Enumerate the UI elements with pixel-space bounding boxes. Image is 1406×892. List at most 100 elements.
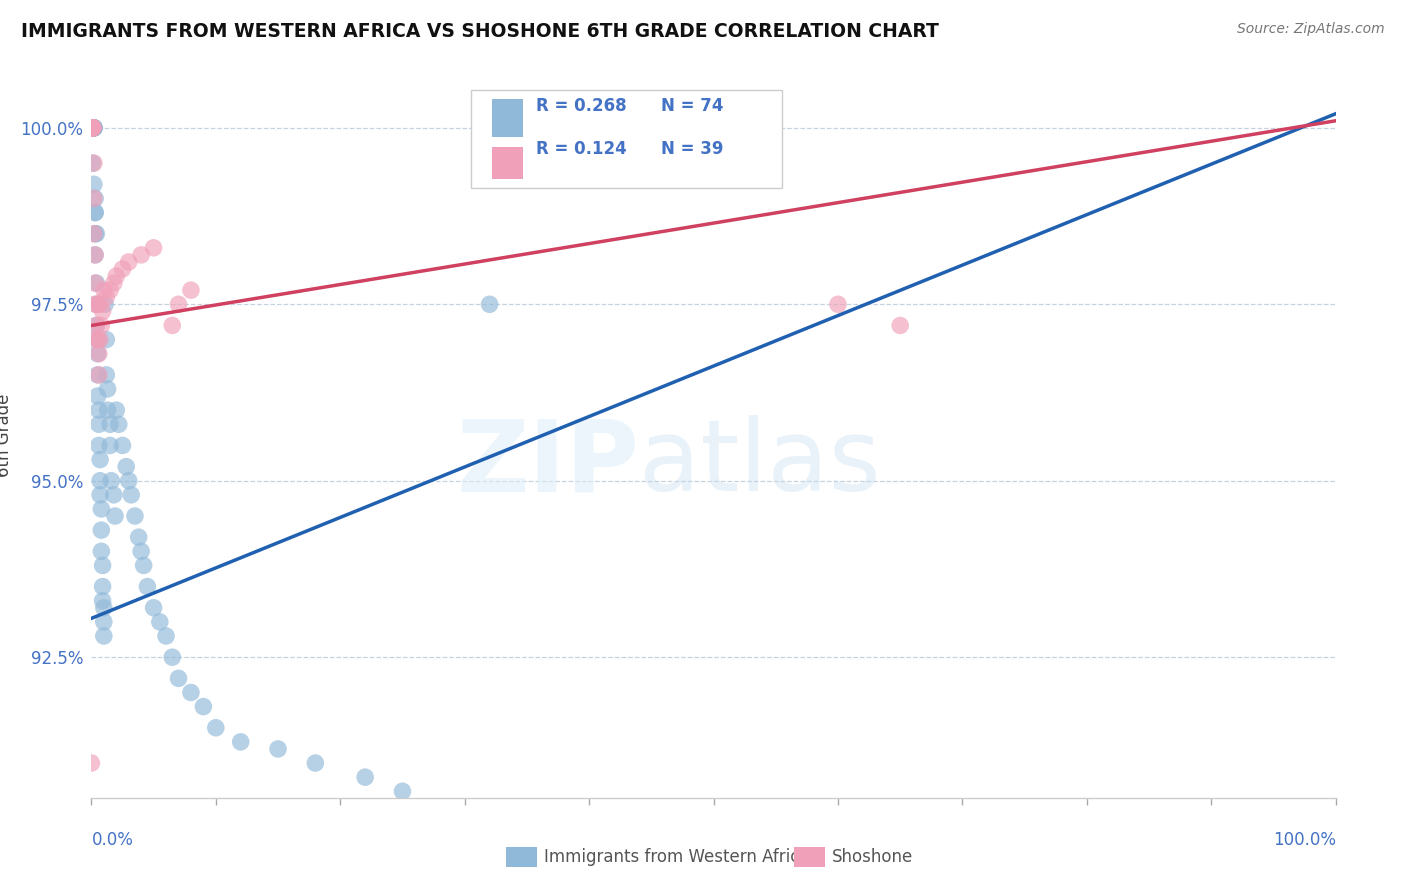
Point [83,120,105,135]
Point [82,120,104,135]
Point [93,615,115,629]
Point [84,248,107,262]
Text: N = 74: N = 74 [661,97,724,115]
Point [91,580,114,594]
Text: Shoshone: Shoshone [832,848,914,866]
Bar [492,146,523,178]
Point [82,120,104,135]
Point [96,368,118,382]
Point [90,502,112,516]
Point [89,452,111,467]
Point [86,227,108,241]
Point [84,248,107,262]
Point [86,333,108,347]
Text: R = 0.124: R = 0.124 [536,140,626,159]
Point [98,417,121,432]
Point [89,297,111,311]
Point [105,403,128,417]
Point [84,297,107,311]
Point [90,318,112,333]
Point [97,403,120,417]
Point [82,120,104,135]
Point [97,382,120,396]
Point [82,120,104,135]
Point [83,191,105,205]
Point [87,417,110,432]
Point [94,297,117,311]
Point [82,120,104,135]
Text: ZIP: ZIP [456,416,638,512]
Point [86,389,108,403]
Point [84,205,107,219]
Point [100,474,122,488]
Point [89,488,111,502]
Point [86,318,108,333]
Point [87,347,110,361]
Point [136,580,159,594]
Point [83,156,105,170]
Point [80,120,103,135]
Text: Immigrants from Western Africa: Immigrants from Western Africa [544,848,810,866]
Point [86,333,108,347]
Point [107,417,129,432]
Point [86,297,108,311]
Point [354,770,377,784]
Point [86,276,108,290]
Point [84,205,107,219]
Text: 100.0%: 100.0% [1272,831,1336,849]
Point [93,600,115,615]
Point [86,368,108,382]
Point [93,629,115,643]
Point [83,120,105,135]
Point [96,290,118,304]
Point [167,671,190,685]
Point [142,241,165,255]
Point [391,784,413,798]
Bar [492,99,523,136]
Point [167,297,190,311]
FancyBboxPatch shape [471,89,782,187]
Point [827,297,849,311]
Point [120,488,142,502]
Point [128,530,150,544]
Point [229,735,252,749]
Point [93,283,115,297]
Point [83,178,105,192]
Point [142,600,165,615]
Point [86,347,108,361]
Point [478,297,501,311]
Point [103,276,125,290]
Y-axis label: 6th Grade: 6th Grade [0,393,13,476]
Point [86,318,108,333]
Point [83,120,105,135]
Point [155,629,177,643]
Point [86,333,108,347]
Point [80,120,103,135]
Point [91,304,114,318]
Text: 0.0%: 0.0% [91,831,134,849]
Point [82,120,104,135]
Point [80,756,103,770]
Point [267,742,290,756]
Text: R = 0.268: R = 0.268 [536,97,626,115]
Text: N = 39: N = 39 [661,140,724,159]
Point [83,120,105,135]
Point [91,558,114,573]
Point [162,650,184,665]
Point [180,283,202,297]
Point [205,721,228,735]
Point [98,283,121,297]
Text: IMMIGRANTS FROM WESTERN AFRICA VS SHOSHONE 6TH GRADE CORRELATION CHART: IMMIGRANTS FROM WESTERN AFRICA VS SHOSHO… [21,22,939,41]
Point [105,268,128,283]
Point [83,120,105,135]
Point [129,544,152,558]
Point [304,756,326,770]
Point [82,120,104,135]
Point [82,156,104,170]
Point [193,699,215,714]
Point [90,544,112,558]
Point [103,488,125,502]
Point [86,297,108,311]
Point [129,248,152,262]
Point [889,318,911,333]
